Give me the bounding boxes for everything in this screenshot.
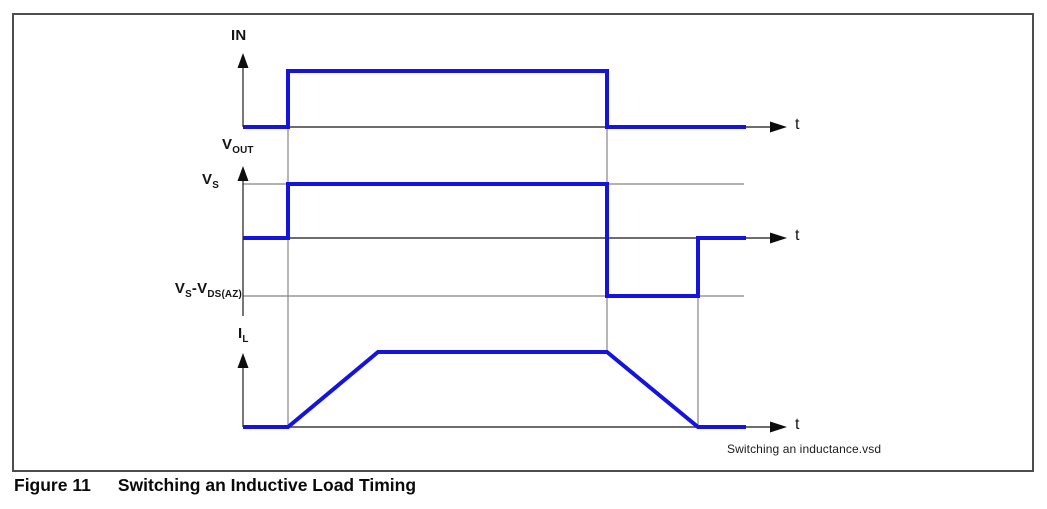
figure-frame <box>12 13 1034 472</box>
figure-caption: Figure 11 Switching an Inductive Load Tim… <box>14 475 416 496</box>
source-note: Switching an inductance.vsd <box>727 442 882 456</box>
waveform-in <box>243 69 746 129</box>
vout-axis-label: VOUT <box>222 136 254 156</box>
value-axis-arrow-il <box>237 353 249 368</box>
time-axis-arrow-il <box>770 421 787 433</box>
vs-level-label: VS <box>201 171 219 191</box>
time-label-il: t <box>795 416 800 433</box>
value-axis-arrow-vout <box>237 166 249 181</box>
in-axis-label: IN <box>231 27 247 44</box>
il-axis-label: IL <box>238 325 249 345</box>
waveform-il <box>243 350 746 429</box>
figure-caption-label: Figure 11 <box>14 475 91 495</box>
value-axis-arrow-in <box>237 53 249 68</box>
waveform-vout <box>243 182 746 298</box>
time-label-vout: t <box>795 227 800 244</box>
vs-minus-vds-level-label: VS-VDS(AZ) <box>174 280 242 300</box>
time-label-in: t <box>795 116 800 133</box>
time-axis-arrow-in <box>770 121 787 133</box>
figure-caption-title: Switching an Inductive Load Timing <box>117 475 417 495</box>
time-axis-arrow-vout <box>770 232 787 244</box>
